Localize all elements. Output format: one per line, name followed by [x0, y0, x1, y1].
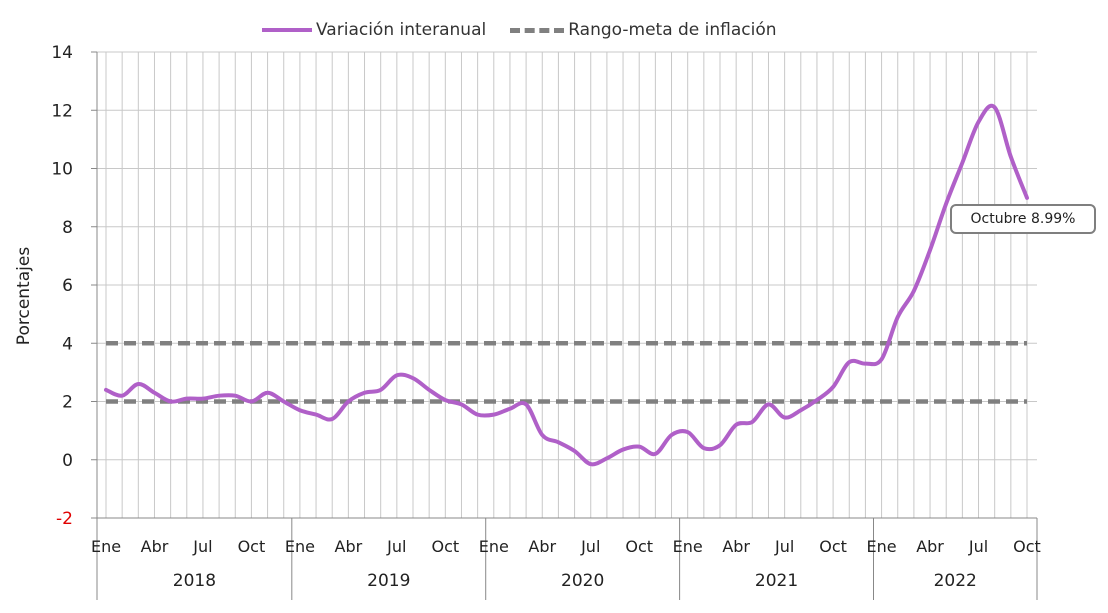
tick-labels: -2 0 2 4 6 8 10 12 14 Ene Abr Jul Oct Ene Abr Jul Oct Ene… [51, 43, 1040, 591]
x-month-label: Abr [528, 537, 556, 556]
x-month-label: Abr [722, 537, 750, 556]
y-tick-label: 4 [62, 334, 73, 354]
x-month-label: Oct [625, 537, 653, 556]
x-month-label: Ene [285, 537, 315, 556]
x-year-label: 2022 [934, 571, 977, 591]
y-axis-label: Porcentajes [14, 246, 34, 346]
x-year-label: 2021 [755, 571, 798, 591]
legend-item-variacion: Variación interanual [262, 20, 486, 40]
x-month-label: Abr [335, 537, 363, 556]
y-tick-label: 12 [51, 101, 73, 121]
annotation-callout: Octubre 8.99% [950, 204, 1096, 234]
x-month-label: Jul [968, 537, 988, 556]
x-year-label: 2019 [367, 571, 410, 591]
axes [91, 51, 1038, 600]
legend-swatch-dashed [510, 27, 565, 33]
y-tick-label: -2 [56, 509, 73, 529]
x-month-label: Abr [916, 537, 944, 556]
x-month-label: Jul [580, 537, 600, 556]
x-month-label: Jul [774, 537, 794, 556]
y-tick-label: 8 [62, 218, 73, 238]
x-month-label: Oct [431, 537, 459, 556]
y-tick-label: 14 [51, 43, 73, 63]
y-tick-label: 0 [62, 451, 73, 471]
series-layer [104, 103, 1029, 467]
x-year-label: 2018 [173, 571, 216, 591]
x-month-label: Jul [386, 537, 406, 556]
x-month-label: Oct [1013, 537, 1041, 556]
x-year-label: 2020 [561, 571, 604, 591]
legend-label-variacion: Variación interanual [316, 20, 487, 40]
series-line-variacion [104, 103, 1029, 467]
legend-swatch-solid [262, 28, 312, 32]
legend: Variación interanual Rango-meta de infla… [262, 18, 801, 42]
x-month-label: Abr [141, 537, 169, 556]
x-month-label: Jul [192, 537, 212, 556]
x-month-label: Oct [819, 537, 847, 556]
legend-label-rango: Rango-meta de inflación [568, 20, 777, 40]
y-tick-label: 10 [51, 160, 73, 180]
x-month-label: Ene [867, 537, 897, 556]
y-tick-label: 6 [62, 276, 73, 296]
x-month-label: Oct [238, 537, 266, 556]
legend-item-rango: Rango-meta de inflación [510, 20, 777, 40]
x-month-label: Ene [479, 537, 509, 556]
x-month-label: Ene [91, 537, 121, 556]
y-tick-label: 2 [62, 393, 73, 413]
x-month-label: Ene [673, 537, 703, 556]
target-range-lines [106, 341, 1027, 404]
